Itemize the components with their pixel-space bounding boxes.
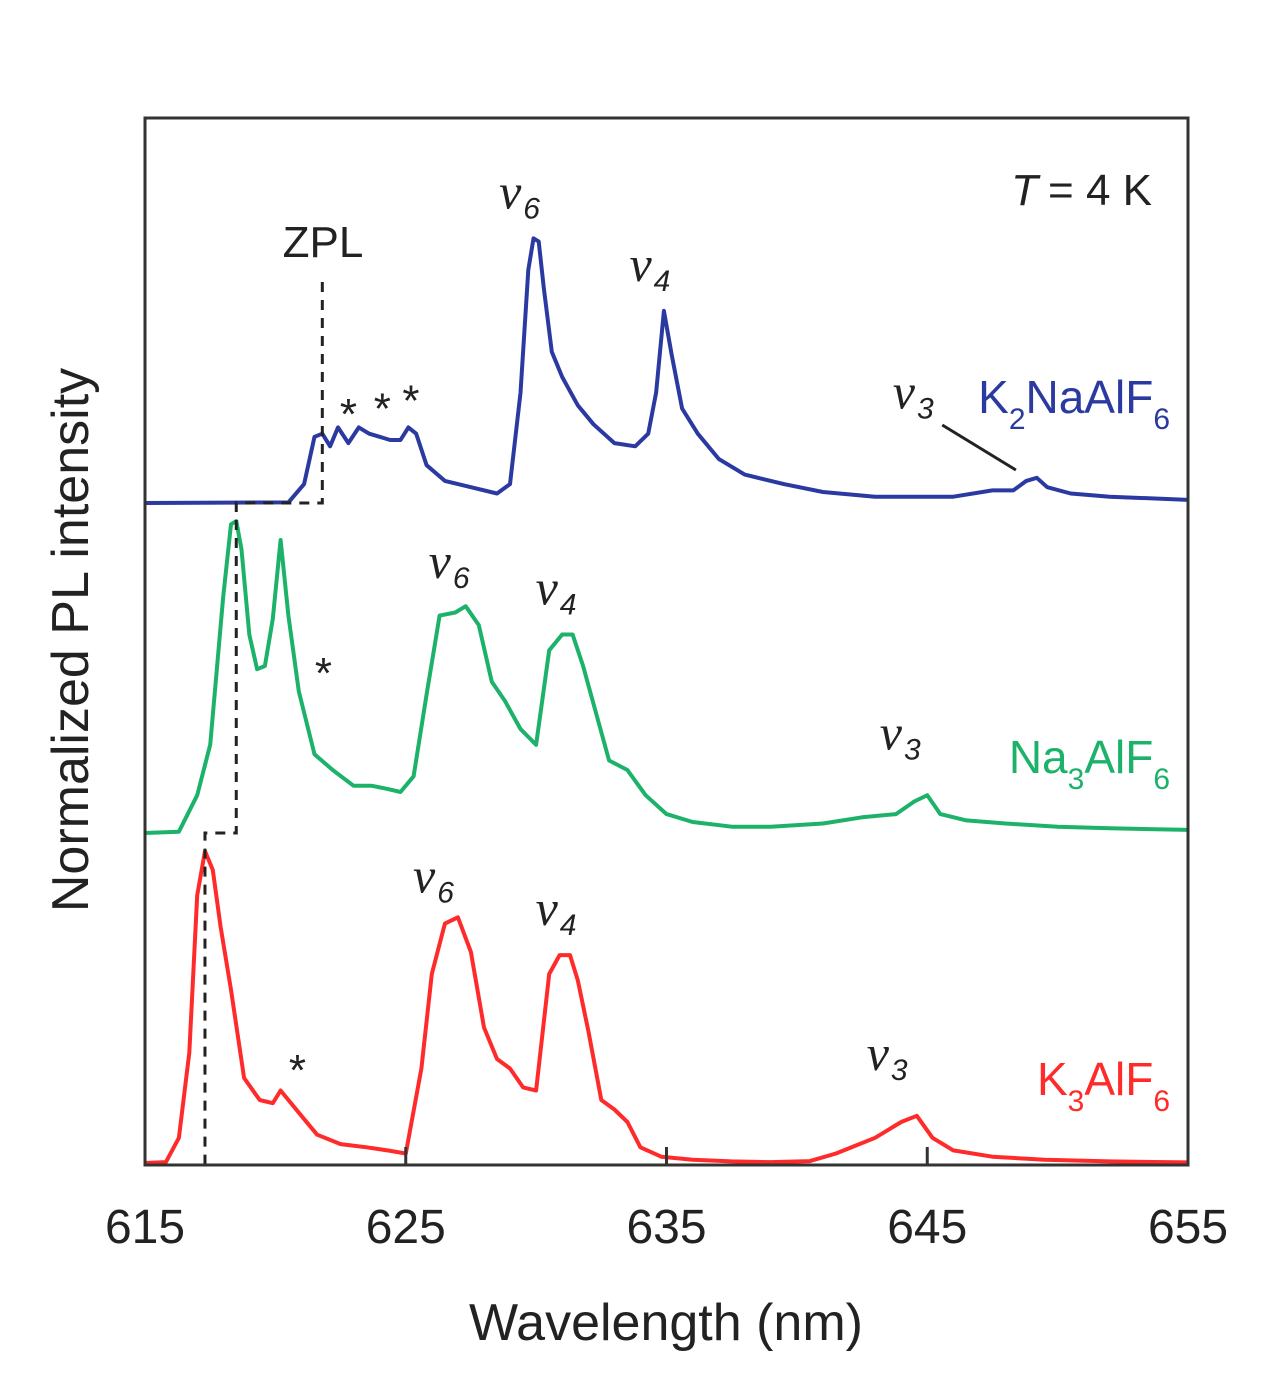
peak-label-symbol: ν: [536, 880, 559, 936]
zpl-label: ZPL: [283, 218, 364, 267]
nu3-pointer-line: [941, 423, 1017, 472]
peak-label-symbol: ν: [536, 560, 559, 616]
peak-label-subscript: 4: [654, 265, 671, 298]
asterisk-K2NaAlF6-0: *: [340, 390, 357, 439]
peak-label-symbol: ν: [893, 364, 916, 420]
x-tick-label-615: 615: [105, 1201, 185, 1254]
peak-label-nu4-K2NaAlF6: ν4: [629, 236, 670, 298]
series-label-subscript: 6: [1153, 403, 1170, 436]
peak-label-symbol: ν: [429, 533, 452, 589]
peak-label-nu4-K3AlF6: ν4: [536, 880, 577, 942]
peak-label-symbol: ν: [880, 705, 903, 761]
peak-label-symbol: ν: [413, 847, 436, 903]
peak-label-symbol: ν: [499, 163, 522, 219]
series-label-subscript: 3: [1068, 763, 1085, 796]
series-label-subscript: 2: [1009, 403, 1026, 436]
peak-label-nu3-K2NaAlF6: ν3: [893, 364, 934, 426]
series-label-part: AlF: [1084, 731, 1153, 783]
peak-label-nu6-K2NaAlF6: ν6: [499, 163, 540, 225]
x-tick-label-625: 625: [366, 1201, 446, 1254]
series-label-subscript: 6: [1153, 1085, 1170, 1118]
x-axis-ticks: 615 625 635 645 655: [105, 1147, 1228, 1254]
x-axis-label: Wavelength (nm): [469, 1294, 863, 1352]
asterisk-Na3AlF6-0: *: [315, 649, 332, 698]
peak-label-nu6-Na3AlF6: ν6: [429, 533, 470, 595]
asterisk-K3AlF6-0: *: [289, 1046, 306, 1095]
temperature-value: = 4 K: [1048, 166, 1152, 215]
peak-label-nu6-K3AlF6: ν6: [413, 847, 454, 909]
peak-label-symbol: ν: [867, 1025, 890, 1081]
series-line-K3AlF6: [144, 849, 1189, 1165]
peak-label-subscript: 3: [891, 1054, 908, 1087]
peak-label-subscript: 4: [560, 589, 577, 622]
peak-label-subscript: 6: [453, 562, 470, 595]
series-label-part: AlF: [1084, 1053, 1153, 1105]
temperature-var: T: [1011, 166, 1041, 215]
peak-label-subscript: 6: [523, 192, 540, 225]
peak-label-symbol: ν: [629, 236, 652, 292]
series-label-part: K: [1037, 1053, 1068, 1105]
peak-label-subscript: 4: [560, 909, 577, 942]
x-tick-label-635: 635: [626, 1201, 706, 1254]
y-axis-label: Normalized PL intensity: [42, 368, 100, 912]
zpl-guides: [203, 282, 1017, 1165]
series-label-part: Na: [1009, 731, 1068, 783]
series-label-K2NaAlF6: K2NaAlF6: [978, 371, 1170, 436]
series-label-part: K: [978, 371, 1009, 423]
series-label-subscript: 3: [1068, 1085, 1085, 1118]
peak-label-nu3-Na3AlF6: ν3: [880, 705, 921, 767]
peak-label-nu3-K3AlF6: ν3: [867, 1025, 908, 1087]
asterisk-K2NaAlF6-2: *: [402, 377, 419, 426]
series-line-K2NaAlF6: [144, 236, 1189, 505]
zpl-dashed-line: [203, 282, 324, 1165]
series-label-part: NaAlF: [1026, 371, 1154, 423]
series-label-K3AlF6: K3AlF6: [1037, 1053, 1170, 1118]
temperature-label: T = 4 K: [1011, 166, 1152, 215]
peak-label-subscript: 3: [904, 734, 921, 767]
asterisk-K2NaAlF6-1: *: [374, 385, 391, 434]
x-tick-label-645: 645: [887, 1201, 967, 1254]
peak-label-subscript: 6: [437, 876, 454, 909]
series-line-Na3AlF6: [144, 519, 1189, 835]
peak-label-subscript: 3: [917, 393, 934, 426]
series-label-subscript: 6: [1153, 763, 1170, 796]
series-label-Na3AlF6: Na3AlF6: [1009, 731, 1170, 796]
peak-label-nu4-Na3AlF6: ν4: [536, 560, 577, 622]
x-tick-label-655: 655: [1148, 1201, 1228, 1254]
